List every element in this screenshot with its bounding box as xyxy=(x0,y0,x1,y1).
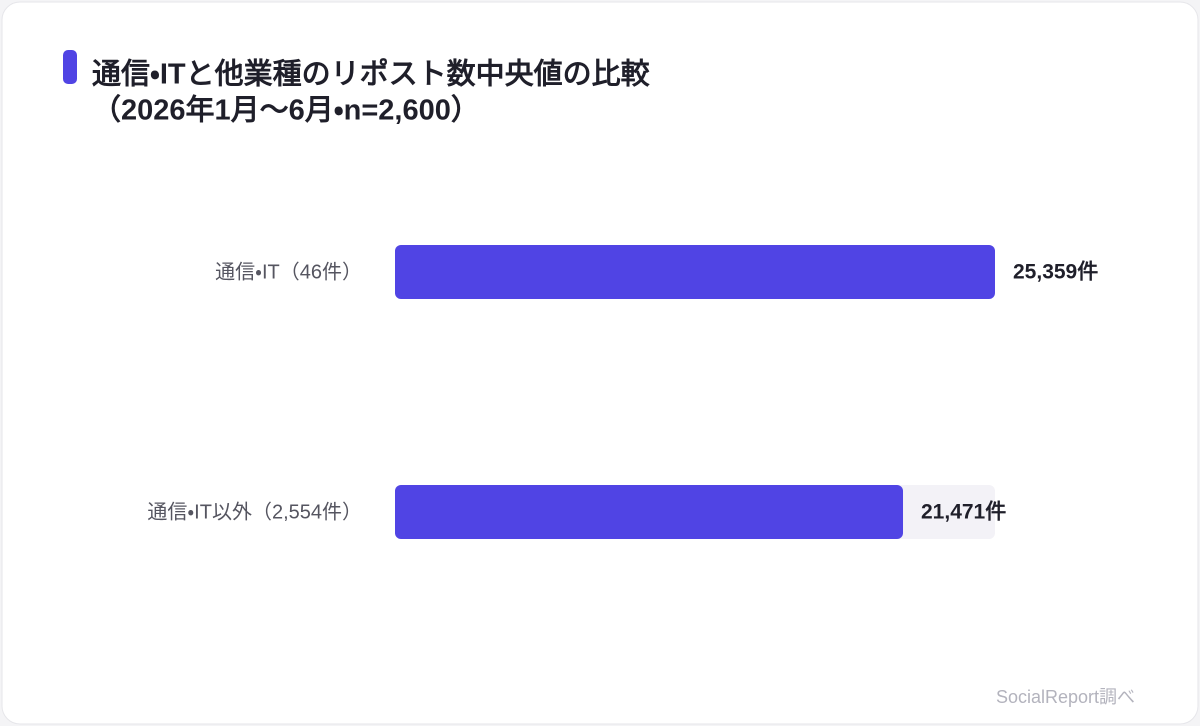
bar xyxy=(395,245,995,299)
bar xyxy=(395,485,904,539)
value-label: 21,471件 xyxy=(921,501,1006,524)
category-label: 通信・IT（46件） xyxy=(215,260,362,283)
chart-title: 通信・ITと他業種のリポスト数中央値の比較 xyxy=(92,58,651,91)
title-accent xyxy=(63,50,77,84)
source: SocialReport調べ xyxy=(996,687,1135,707)
category-label: 通信・IT以外（2,554件） xyxy=(147,500,362,523)
chart-subtitle: （2026年1月〜6月・n=2,600） xyxy=(92,93,480,127)
value-label: 25,359件 xyxy=(1013,261,1098,284)
